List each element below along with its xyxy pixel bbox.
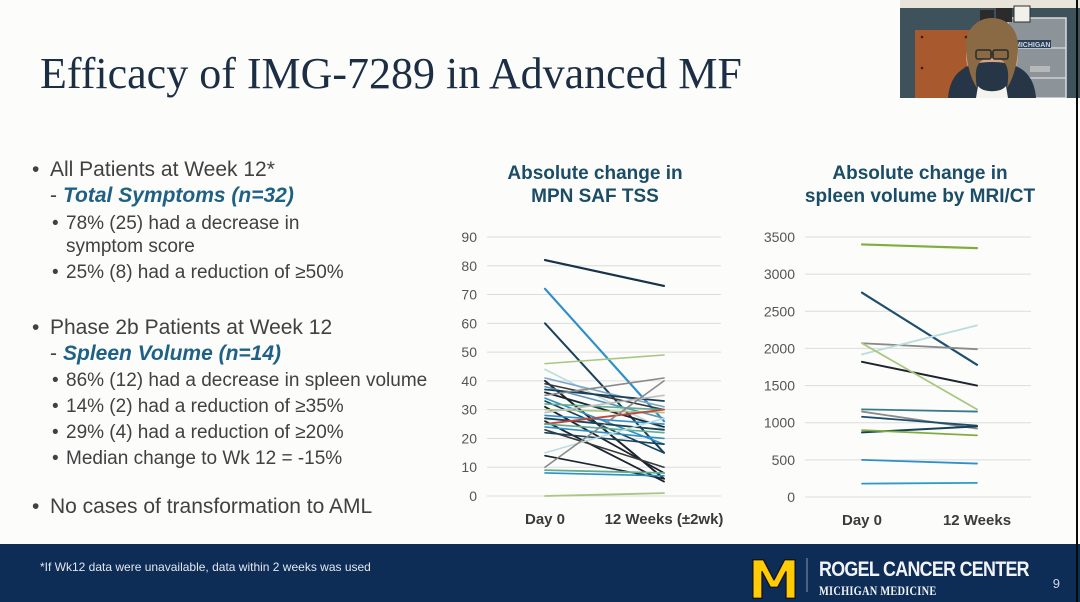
svg-text:12 Weeks: 12 Weeks — [943, 512, 1011, 529]
svg-text:1000: 1000 — [764, 415, 795, 431]
svg-text:Day 0: Day 0 — [842, 512, 882, 529]
svg-text:3000: 3000 — [764, 266, 795, 282]
svg-text:3500: 3500 — [764, 229, 795, 245]
svg-text:2000: 2000 — [764, 340, 795, 356]
svg-text:1500: 1500 — [764, 378, 795, 394]
svg-text:2500: 2500 — [764, 303, 795, 319]
svg-text:0: 0 — [787, 489, 795, 505]
svg-text:MICHIGAN: MICHIGAN — [1015, 42, 1050, 49]
svg-text:500: 500 — [772, 452, 796, 468]
